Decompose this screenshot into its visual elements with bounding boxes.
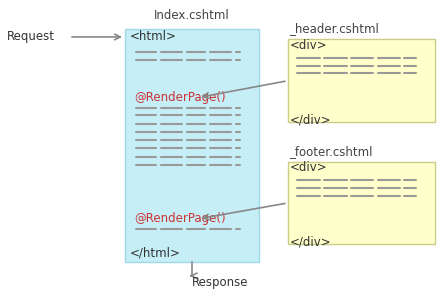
Text: Index.cshtml: Index.cshtml (154, 9, 230, 22)
Text: </html>: </html> (130, 247, 181, 260)
Bar (288, 39, 435, 122)
Text: <div>: <div> (290, 39, 327, 52)
Text: @RenderPage(): @RenderPage() (134, 91, 225, 104)
Text: <html>: <html> (130, 31, 177, 43)
Text: </div>: </div> (290, 236, 331, 249)
Text: <div>: <div> (290, 162, 327, 174)
Text: </div>: </div> (290, 113, 331, 126)
Bar (288, 162, 435, 244)
Text: @RenderPage(): @RenderPage() (134, 212, 225, 225)
Text: _header.cshtml: _header.cshtml (289, 22, 379, 36)
Text: Request: Request (7, 31, 55, 43)
Bar (125, 29, 259, 262)
Text: _footer.cshtml: _footer.cshtml (289, 145, 372, 158)
Text: Response: Response (192, 276, 248, 289)
